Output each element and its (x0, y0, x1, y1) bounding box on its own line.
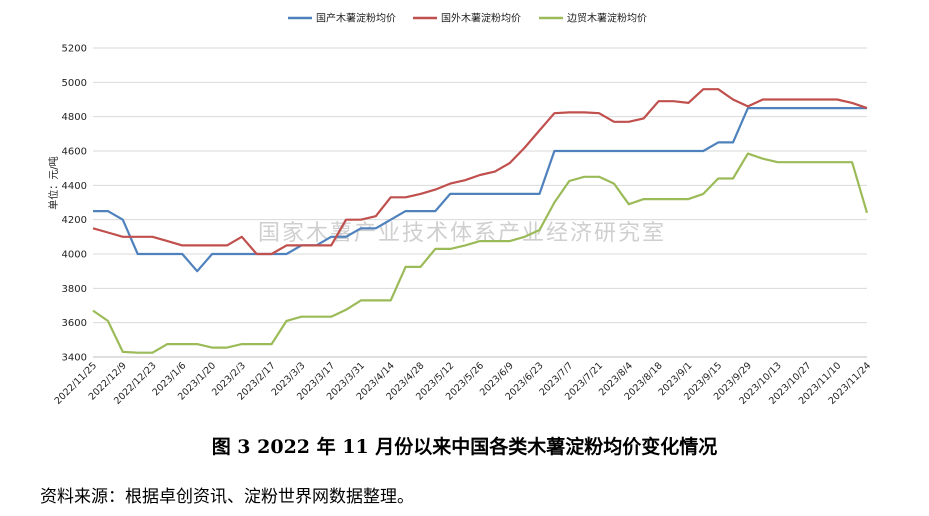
line-chart: 3400 3600 3800 4000 4200 4400 4600 4800 5000 5200… (47, 12, 874, 407)
y-tick-label: 4800 (62, 112, 87, 123)
y-axis-label: 单位：元/吨 (47, 156, 60, 209)
y-tick-label: 3600 (62, 318, 87, 329)
legend-label-2: 国外木薯淀粉均价 (441, 12, 521, 25)
legend-label-3: 边贸木薯淀粉均价 (567, 12, 647, 25)
y-tick-label: 3400 (62, 353, 87, 364)
chart-gridlines (93, 47, 867, 358)
y-tick-label: 4400 (62, 181, 87, 192)
y-tick-label: 4000 (62, 250, 87, 261)
y-tick-label: 5200 (62, 44, 87, 55)
chart-legend: 国产木薯淀粉均价 国外木薯淀粉均价 边贸木薯淀粉均价 (288, 12, 647, 25)
y-tick-label: 5000 (62, 78, 87, 89)
figure-caption: 图 3 2022 年 11 月份以来中国各类木薯淀粉均价变化情况 (211, 436, 718, 458)
data-source-note: 资料来源：根据卓创资讯、淀粉世界网数据整理。 (40, 487, 414, 507)
series-line-1 (93, 106, 867, 273)
y-tick-label: 3800 (62, 284, 87, 295)
watermark-text: 国家木薯产业技术体系产业经济研究室 (258, 221, 666, 246)
y-axis-ticks: 3400 3600 3800 4000 4200 4400 4600 4800 5000 5200 (62, 44, 87, 364)
y-tick-label: 4200 (62, 215, 87, 226)
x-axis-ticks: 2022/11/252022/12/92022/12/232023/1/6202… (53, 360, 874, 407)
chart-series (92, 88, 869, 354)
y-tick-label: 4600 (62, 147, 87, 158)
series-line-3 (92, 152, 869, 354)
series-line-2 (92, 88, 868, 256)
legend-label-1: 国产木薯淀粉均价 (316, 12, 396, 25)
